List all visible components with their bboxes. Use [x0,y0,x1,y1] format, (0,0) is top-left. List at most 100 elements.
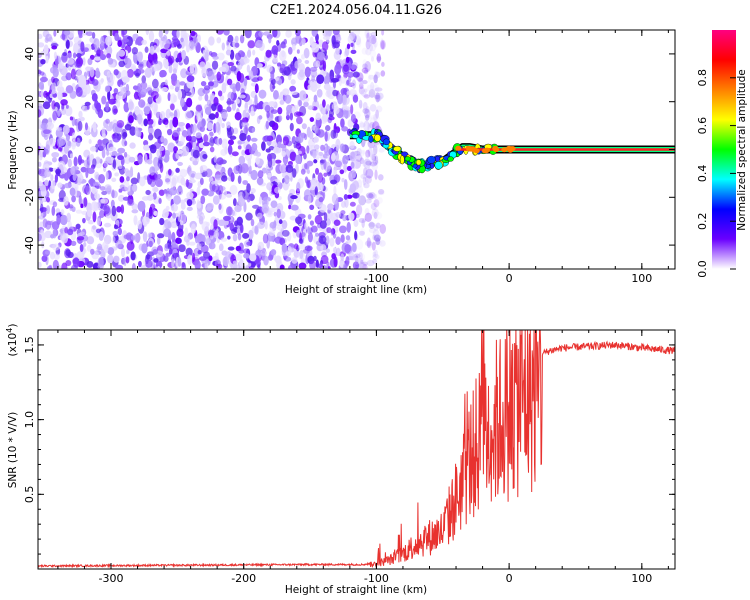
spectrogram-cell [72,257,80,268]
spectrogram-cell [41,255,48,262]
spectrogram-cell [141,243,148,254]
spectrogram-cell [210,94,215,100]
spectrogram-cell [334,63,342,75]
spectrogram-cell [268,230,276,237]
spectrogram-cell [166,128,173,136]
spectrogram-cell [117,147,126,154]
spectrogram-cell [123,234,132,240]
spectrogram-cell [66,58,75,65]
spectrogram-cell [113,69,119,76]
trace-blob [434,155,441,163]
spectrogram-cell [172,38,180,46]
spectrogram-cell [167,142,176,153]
spectrogram-cell [308,179,317,191]
spectrogram-cell [359,120,364,129]
spectrogram-cell [123,102,130,113]
spectrogram-cell [276,208,281,219]
spectrogram-cell [212,55,219,60]
spectrogram-cell [123,151,128,158]
spectrogram-cell [232,260,238,265]
trace-blob [374,134,381,142]
spectrogram-cell [374,169,378,180]
spectrogram-cell [324,130,328,142]
spectrogram-cell [92,181,101,187]
spectrogram-cell [322,60,327,72]
spectrogram-cell [251,143,258,152]
spectrogram-cell [377,174,384,181]
spectrogram-cell [317,129,325,138]
spectrogram-cell [215,111,219,119]
spectrogram-cell [168,65,173,74]
spectrogram-cell [118,60,126,68]
spectrogram-cell [367,147,373,158]
spectrogram-cell [234,35,239,43]
spectrogram-cell [373,40,378,48]
spectrogram-cell [241,121,249,128]
spectrogram-cell [159,111,166,120]
spectrogram-cell [184,91,192,97]
spectrogram-cell [164,149,170,157]
spectrogram-cell [140,81,148,90]
spectrogram-cell [63,195,69,206]
spectrogram-cell [130,177,139,185]
spectrogram-cell [126,176,130,182]
spectrogram-cell [156,236,161,245]
spectrogram-cell [148,144,157,149]
spectrogram-y-tick-label: 20 [23,95,36,109]
spectrogram-cell [333,256,338,268]
spectrogram-cell [146,159,153,165]
spectrogram-cell [235,52,242,61]
spectrogram-cell [44,179,49,187]
spectrogram-cell [326,227,332,234]
spectrogram-cell [268,36,272,44]
spectrogram-cell [161,87,169,92]
spectrogram-cell [257,241,265,251]
spectrogram-cell [371,84,380,94]
spectrogram-cell [347,34,353,44]
spectrogram-cell [317,51,325,61]
spectrogram-cell [142,231,148,243]
spectrogram-cell [70,240,77,246]
spectrogram-cell [200,195,206,205]
spectrogram-cell [358,218,367,223]
spectrogram-cell [368,88,376,98]
spectrogram-cell [369,103,377,112]
spectrogram-cell [179,81,186,86]
spectrogram-cell [295,216,303,225]
spectrogram-cell [92,158,97,168]
spectrogram-cell [354,256,360,265]
spectrogram-cell [70,166,76,175]
spectrogram-cell [117,49,126,57]
spectrogram-cell [369,155,375,163]
spectrogram-cell [237,62,243,70]
spectrogram-cell [60,99,68,106]
spectrogram-cell [314,186,318,196]
snr-x-tick-label: -200 [231,572,256,585]
spectrogram-cell [177,257,182,268]
spectrogram-cell [373,199,380,208]
spectrogram-cell [238,155,246,165]
spectrogram-cell [352,261,360,269]
spectrogram-cell [299,90,307,101]
spectrogram-cell [103,160,109,168]
spectrogram-cell [91,92,98,102]
spectrogram-cell [357,149,365,158]
spectrogram-cell [291,168,297,178]
spectrogram-cell [271,78,276,86]
spectrogram-cell [240,163,249,174]
spectrogram-cell [376,94,382,102]
spectrogram-cell [152,78,159,89]
spectrogram-cell [362,108,370,114]
spectrogram-cell [51,82,57,93]
spectrogram-cell [53,253,60,260]
spectrogram-cell [298,63,305,73]
spectrogram-cell [204,168,213,178]
spectrogram-cell [247,157,252,167]
spectrogram-cell [283,175,290,185]
spectrogram-cell [197,249,202,255]
spectrogram-cell [376,197,383,204]
spectrogram-cell [201,221,210,232]
spectrogram-cell [141,75,147,84]
spectrogram-cell [311,125,316,131]
spectrogram-cell [218,243,224,252]
